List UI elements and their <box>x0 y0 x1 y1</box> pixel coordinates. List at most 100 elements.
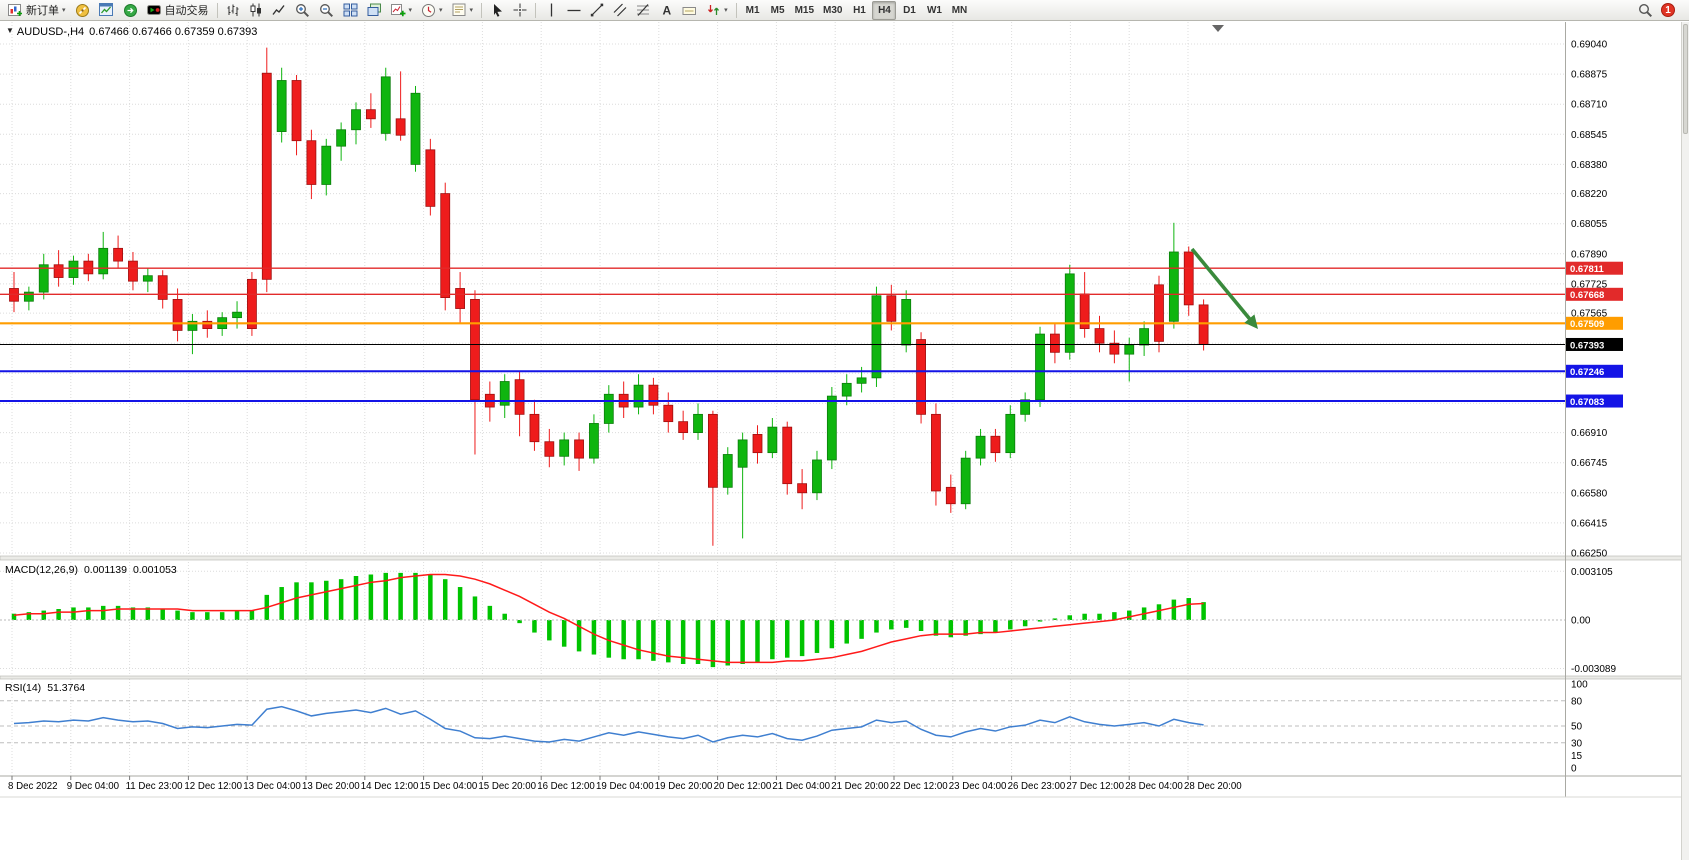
clock-icon <box>422 3 436 17</box>
ohlc-close: 0.67393 <box>217 26 258 38</box>
svg-text:21 Dec 20:00: 21 Dec 20:00 <box>831 781 889 792</box>
guide-button[interactable] <box>71 1 94 20</box>
svg-text:23 Dec 04:00: 23 Dec 04:00 <box>949 781 1007 792</box>
vertical-line-tool[interactable] <box>540 1 562 20</box>
toolbar-right-group: 1 <box>1634 1 1685 20</box>
new-order-label: 新订单 <box>26 5 59 17</box>
svg-text:9 Dec 04:00: 9 Dec 04:00 <box>67 781 120 792</box>
market-watch-button[interactable] <box>95 1 118 20</box>
svg-text:0.67725: 0.67725 <box>1571 279 1608 290</box>
periods-button[interactable]: ▾ <box>417 1 447 20</box>
arrows-tool[interactable]: ▾ <box>702 1 732 20</box>
text-icon: A <box>662 4 671 18</box>
indicators-button[interactable]: ▾ <box>387 1 417 20</box>
market-watch-icon <box>98 3 113 16</box>
panel-separator[interactable] <box>0 675 1689 680</box>
vertical-scrollbar[interactable] <box>1681 22 1689 860</box>
svg-text:26 Dec 23:00: 26 Dec 23:00 <box>1008 781 1066 792</box>
svg-text:0.67668: 0.67668 <box>1570 290 1604 301</box>
svg-text:0.67890: 0.67890 <box>1571 249 1608 260</box>
toolbar-separator <box>216 2 218 18</box>
timeframe-H1[interactable]: H1 <box>847 1 871 20</box>
horizontal-line-tool[interactable] <box>563 1 585 20</box>
trend-arrow[interactable] <box>1190 247 1258 329</box>
symbol-period: AUDUSD-,H4 <box>16 26 85 38</box>
panel-separator[interactable] <box>0 555 1689 561</box>
line-chart-icon <box>271 5 285 15</box>
rsi-indicator-label: RSI(14) 51.3764 <box>5 682 91 694</box>
timeframe-M30[interactable]: M30 <box>819 1 846 20</box>
mql5-icon <box>123 3 137 17</box>
rsi-line <box>13 705 1204 743</box>
search-button[interactable] <box>1634 1 1657 20</box>
community-button[interactable] <box>119 1 142 20</box>
svg-text:27 Dec 12:00: 27 Dec 12:00 <box>1066 781 1124 792</box>
svg-text:0.00: 0.00 <box>1571 616 1591 627</box>
timeframe-MN[interactable]: MN <box>947 1 971 20</box>
svg-text:20 Dec 12:00: 20 Dec 12:00 <box>714 781 772 792</box>
channel-tool[interactable] <box>609 1 631 20</box>
scrollbar-thumb[interactable] <box>1683 24 1688 134</box>
svg-text:30: 30 <box>1571 738 1583 749</box>
cascade-windows-button[interactable] <box>363 1 386 20</box>
timeframe-D1[interactable]: D1 <box>897 1 921 20</box>
toolbar: 新订单 ▾ <box>0 0 1689 21</box>
chart-background <box>0 21 1689 860</box>
timeframe-M5[interactable]: M5 <box>766 1 790 20</box>
fibonacci-tool[interactable] <box>632 1 654 20</box>
horizontal-line-icon <box>567 9 581 11</box>
trendline-icon <box>590 3 604 17</box>
timeframe-W1[interactable]: W1 <box>922 1 946 20</box>
autotrade-label: 自动交易 <box>164 5 209 17</box>
text-tool[interactable]: A <box>655 1 677 20</box>
rsi-panel <box>0 700 1565 744</box>
svg-text:0.68055: 0.68055 <box>1571 219 1608 230</box>
chevron-down-icon: ▾ <box>408 6 413 14</box>
toolbar-separator <box>481 2 483 18</box>
zoom-in-button[interactable] <box>291 1 314 20</box>
svg-text:0: 0 <box>1571 764 1577 775</box>
candlestick-chart-button[interactable] <box>245 1 267 20</box>
timeframe-M15[interactable]: M15 <box>791 1 818 20</box>
svg-text:15 Dec 20:00: 15 Dec 20:00 <box>478 781 536 792</box>
svg-text:0.68545: 0.68545 <box>1571 130 1608 141</box>
macd-axis: 0.003105 0.00 -0.003089 <box>1571 567 1616 675</box>
svg-text:22 Dec 12:00: 22 Dec 12:00 <box>890 781 948 792</box>
svg-text:0.67083: 0.67083 <box>1570 397 1604 408</box>
svg-text:0.66580: 0.66580 <box>1571 488 1608 499</box>
timeframe-M1[interactable]: M1 <box>741 1 765 20</box>
svg-text:8 Dec 2022: 8 Dec 2022 <box>8 781 58 792</box>
autotrade-button[interactable]: 自动交易 <box>143 1 213 20</box>
templates-button[interactable]: ▾ <box>448 1 478 20</box>
svg-text:0.68220: 0.68220 <box>1571 189 1608 200</box>
timeframe-H4[interactable]: H4 <box>872 0 897 20</box>
svg-text:0.68875: 0.68875 <box>1571 70 1608 81</box>
crosshair-button[interactable] <box>509 1 531 20</box>
candlestick-icon <box>250 3 261 17</box>
collapse-triangle-icon[interactable]: ▼ <box>6 26 14 35</box>
svg-text:0.69040: 0.69040 <box>1571 40 1608 51</box>
svg-text:21 Dec 04:00: 21 Dec 04:00 <box>772 781 830 792</box>
trendline-tool[interactable] <box>586 1 608 20</box>
svg-text:80: 80 <box>1571 696 1583 707</box>
label-tool[interactable] <box>678 1 701 20</box>
macd-signal-value: 0.001053 <box>132 564 177 576</box>
svg-text:11 Dec 23:00: 11 Dec 23:00 <box>126 781 184 792</box>
macd-name: MACD(12,26,9) <box>5 564 78 576</box>
zoom-out-button[interactable] <box>315 1 338 20</box>
bar-chart-button[interactable] <box>222 1 244 20</box>
tile-windows-button[interactable] <box>339 1 362 20</box>
candlestick-series <box>9 47 1209 546</box>
ohlc-high: 0.67466 <box>131 26 172 38</box>
svg-text:15 Dec 04:00: 15 Dec 04:00 <box>420 781 478 792</box>
notification-badge[interactable]: 1 <box>1661 3 1675 17</box>
new-order-button[interactable]: 新订单 ▾ <box>4 1 70 20</box>
svg-text:0.67811: 0.67811 <box>1570 264 1605 275</box>
line-chart-button[interactable] <box>268 1 290 20</box>
chart-template-icon <box>452 3 466 16</box>
cursor-button[interactable] <box>486 1 508 20</box>
chevron-down-icon: ▾ <box>724 6 728 14</box>
svg-text:-0.003089: -0.003089 <box>1571 664 1616 675</box>
